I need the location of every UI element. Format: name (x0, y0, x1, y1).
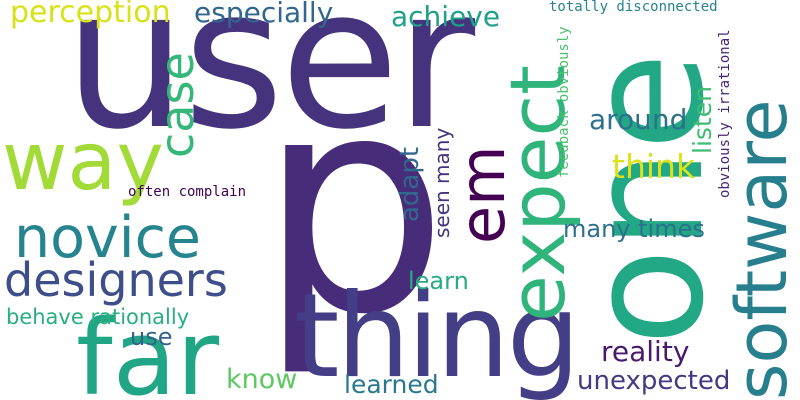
word-know: know (226, 364, 298, 395)
word-p: p (258, 31, 449, 380)
word-perception: perception (10, 0, 171, 30)
word-far: far (76, 297, 220, 400)
word-obviously-irrational: obviously irrational (717, 29, 733, 198)
word-many-times: many times (563, 215, 705, 243)
word-learn: learn (408, 267, 469, 295)
word-reality: reality (601, 335, 690, 368)
word-user: user (64, 0, 475, 172)
word-achieve: achieve (391, 0, 501, 33)
word-case: case (150, 52, 204, 158)
word-around: around (589, 103, 688, 136)
word-learned: learned (344, 370, 439, 399)
word-listen: listen (688, 86, 717, 154)
word-think: think (612, 147, 696, 186)
word-feedback-obviously: feedback obviously (556, 26, 572, 178)
word-adapt: adapt (395, 146, 425, 222)
word-unexpected: unexpected (577, 366, 731, 396)
word-way: way (2, 115, 164, 208)
word-often-complain: often complain (128, 184, 247, 200)
word-software: software (721, 99, 800, 400)
word-behave-rationally: behave rationally (6, 305, 190, 329)
word-em: em (446, 145, 519, 244)
word-use: use (130, 323, 173, 351)
word-seen-many: seen many (430, 127, 454, 238)
word-designers: designers (4, 253, 228, 307)
word-especially: especially (194, 0, 334, 29)
word-thing: thing (294, 269, 580, 400)
word-totally-disconnected: totally disconnected (549, 0, 718, 15)
word-novice: novice (14, 205, 201, 271)
